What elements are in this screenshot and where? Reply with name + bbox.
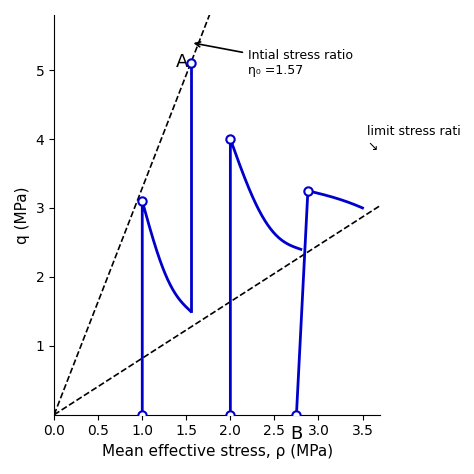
Text: A: A (176, 53, 188, 71)
Text: limit stress rati
↘: limit stress rati ↘ (367, 125, 461, 153)
Y-axis label: q (MPa): q (MPa) (15, 186, 30, 244)
Text: B: B (290, 425, 302, 443)
Text: Intial stress ratio
η₀ =1.57: Intial stress ratio η₀ =1.57 (195, 42, 353, 77)
X-axis label: Mean effective stress, ρ (MPa): Mean effective stress, ρ (MPa) (101, 444, 333, 459)
